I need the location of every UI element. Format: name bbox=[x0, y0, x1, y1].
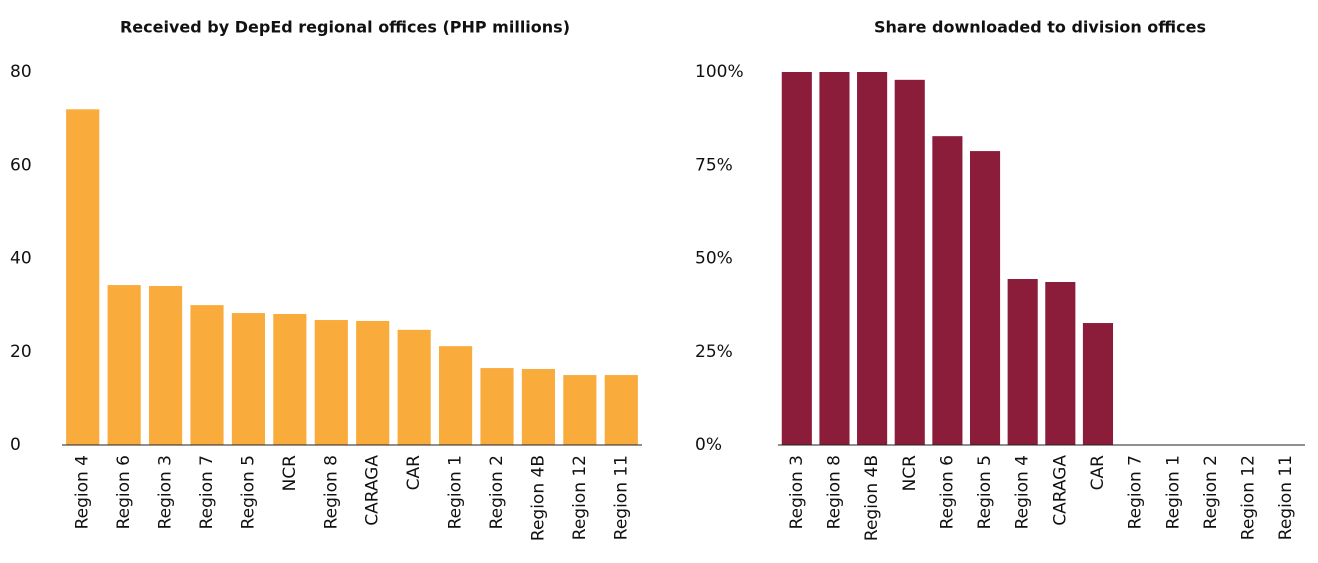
y-tick-label: 50% bbox=[695, 249, 733, 269]
bar bbox=[932, 136, 963, 445]
bar bbox=[397, 329, 431, 445]
x-tick-label: Region 8 bbox=[824, 455, 844, 529]
x-tick-label: Region 6 bbox=[937, 455, 957, 529]
x-tick-label: NCR bbox=[280, 455, 300, 492]
y-tick-label: 0 bbox=[10, 435, 21, 455]
y-tick-label: 20 bbox=[10, 342, 32, 362]
bar bbox=[1007, 279, 1038, 445]
x-tick-label: Region 7 bbox=[197, 455, 217, 529]
bar bbox=[969, 151, 1001, 446]
bar bbox=[1045, 281, 1076, 445]
x-tick-label: CARAGA bbox=[363, 455, 383, 526]
x-tick-label: Region 3 bbox=[156, 455, 176, 529]
bar bbox=[273, 313, 307, 445]
bar bbox=[781, 72, 812, 445]
x-tick-label: Region 5 bbox=[975, 455, 995, 529]
x-tick-label: Region 3 bbox=[787, 455, 807, 529]
x-tick-label: NCR bbox=[900, 455, 920, 492]
bar bbox=[107, 285, 141, 445]
x-tick-label: Region 1 bbox=[446, 455, 466, 529]
x-tick-label: Region 4B bbox=[862, 455, 882, 541]
bar bbox=[1082, 323, 1114, 445]
x-tick-label: Region 4B bbox=[528, 455, 548, 541]
y-tick-label: 75% bbox=[695, 155, 733, 175]
bar bbox=[563, 375, 597, 445]
bar bbox=[356, 320, 390, 445]
bar bbox=[231, 313, 265, 445]
y-tick-label: 0% bbox=[695, 435, 722, 455]
bar bbox=[521, 369, 555, 445]
bar bbox=[604, 375, 638, 445]
x-tick-label: CARAGA bbox=[1050, 455, 1070, 526]
bar bbox=[314, 320, 348, 445]
x-tick-label: Region 2 bbox=[487, 455, 507, 529]
bar bbox=[857, 72, 888, 445]
x-tick-label: Region 11 bbox=[1276, 455, 1296, 540]
bar bbox=[894, 79, 925, 445]
y-tick-label: 40 bbox=[10, 249, 32, 269]
x-tick-label: CAR bbox=[404, 455, 424, 490]
chart-title: Share downloaded to division offices bbox=[874, 18, 1206, 37]
bar bbox=[480, 368, 514, 445]
x-tick-label: Region 11 bbox=[611, 455, 631, 540]
bar bbox=[66, 109, 100, 446]
bar bbox=[190, 305, 224, 445]
x-tick-label: CAR bbox=[1088, 455, 1108, 490]
x-tick-label: Region 7 bbox=[1126, 455, 1146, 529]
y-tick-label: 60 bbox=[10, 155, 32, 175]
bar bbox=[819, 72, 850, 445]
bar bbox=[439, 346, 473, 445]
bar bbox=[149, 286, 183, 445]
x-tick-label: Region 4 bbox=[1013, 455, 1033, 529]
y-tick-label: 25% bbox=[695, 342, 733, 362]
x-tick-label: Region 6 bbox=[114, 455, 134, 529]
y-tick-label: 100% bbox=[695, 62, 744, 82]
x-tick-label: Region 12 bbox=[570, 455, 590, 540]
x-tick-label: Region 12 bbox=[1239, 455, 1259, 540]
x-tick-label: Region 8 bbox=[321, 455, 341, 529]
y-tick-label: 80 bbox=[10, 62, 32, 82]
x-tick-label: Region 1 bbox=[1163, 455, 1183, 529]
chart-title: Received by DepEd regional offices (PHP … bbox=[120, 18, 570, 37]
x-tick-label: Region 2 bbox=[1201, 455, 1221, 529]
x-tick-label: Region 4 bbox=[73, 455, 93, 529]
x-tick-label: Region 5 bbox=[238, 455, 258, 529]
